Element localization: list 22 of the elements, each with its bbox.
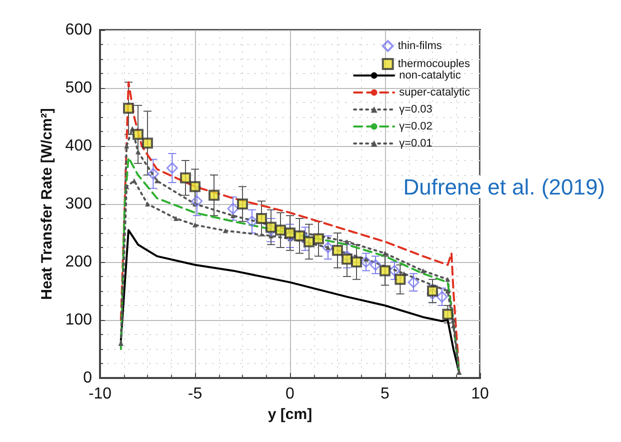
x-tick-label: 5 <box>380 386 390 402</box>
x-axis-title: y [cm] <box>268 406 312 423</box>
y-tick-label: 300 <box>65 196 92 212</box>
annotation: Dufrene et al. (2019) <box>403 174 605 200</box>
legend-label: non-catalytic <box>399 70 462 82</box>
legend-label: thin-films <box>398 40 442 52</box>
y-tick-label: 400 <box>65 138 92 154</box>
x-tick-label: -5 <box>188 386 202 402</box>
y-tick-label: 100 <box>65 312 92 328</box>
x-tick-label: 0 <box>286 386 295 402</box>
y-tick-label: 600 <box>65 22 92 38</box>
y-tick-label: 200 <box>65 254 92 270</box>
y-tick-label: 0 <box>83 370 92 386</box>
legend-label: γ=0.03 <box>399 104 432 116</box>
legend-label: thermocouples <box>398 58 470 70</box>
x-tick-label: -10 <box>88 386 112 402</box>
y-tick-label: 500 <box>65 80 92 96</box>
legend-label: super-catalytic <box>399 86 470 98</box>
y-axis-title: Heat Transfer Rate [W/cm²] <box>38 108 56 300</box>
x-tick-label: 10 <box>471 386 489 402</box>
legend-label: γ=0.01 <box>399 138 432 150</box>
legend-label: γ=0.02 <box>399 120 432 132</box>
